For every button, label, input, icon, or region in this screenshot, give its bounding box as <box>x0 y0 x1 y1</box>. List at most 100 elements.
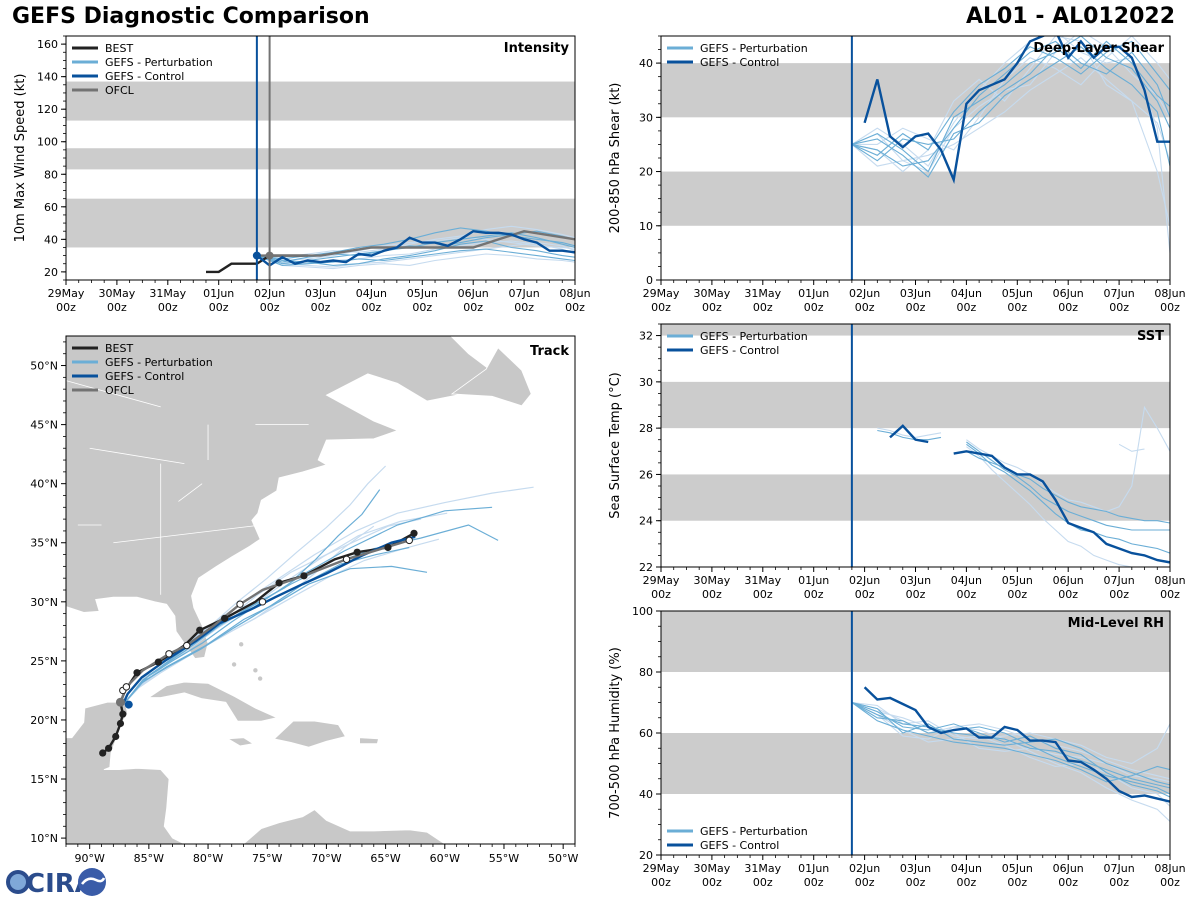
best-track-point <box>105 744 113 752</box>
y-tick-label: 24 <box>639 515 653 528</box>
x-tick-hour-label: 00z <box>1109 588 1129 601</box>
panel-title: Mid-Level RH <box>1068 616 1164 631</box>
x-tick-hour-label: 00z <box>753 588 773 601</box>
x-tick-day-label: 29May <box>643 287 680 300</box>
perturbation-member-line <box>966 446 1170 567</box>
legend-gefs-perturbation-label: GEFS - Perturbation <box>700 330 808 343</box>
land-island <box>231 662 237 667</box>
best-track-point <box>384 543 392 552</box>
x-tick-day-label: 08Jun <box>1154 574 1185 587</box>
y-tick-label: 20 <box>639 166 653 179</box>
best-track-point <box>353 548 361 556</box>
x-tick-hour-label: 00z <box>107 301 127 314</box>
x-tick-day-label: 06Jun <box>458 287 489 300</box>
storm-id-title: AL01 - AL012022 <box>966 4 1175 29</box>
x-tick-day-label: 05Jun <box>1002 862 1033 875</box>
ofcl-line <box>256 229 575 257</box>
x-tick-day-label: 07Jun <box>1104 862 1135 875</box>
land-cuba <box>147 681 278 722</box>
globe-inner-icon <box>10 874 26 890</box>
y-axis-label: 200-850 hPa Shear (kt) <box>608 83 623 234</box>
y-tick-label: 28 <box>639 422 653 435</box>
x-tick-hour-label: 00z <box>1160 588 1180 601</box>
x-tick-hour-label: 00z <box>855 301 875 314</box>
y-tick-label: 100 <box>632 605 653 618</box>
best-track-point <box>154 658 162 666</box>
lon-tick-label: 50°W <box>548 852 578 865</box>
x-tick-day-label: 30May <box>99 287 136 300</box>
lat-tick-label: 40°N <box>30 478 58 491</box>
best-track-point <box>275 579 283 587</box>
x-tick-day-label: 07Jun <box>1104 574 1135 587</box>
control-line <box>256 229 575 267</box>
ofcl-point <box>165 650 173 658</box>
land-newfoundland <box>450 347 532 407</box>
legend-gefs-perturbation-label: GEFS - Perturbation <box>105 356 213 369</box>
legend-gefs-control-label: GEFS - Control <box>700 839 779 852</box>
control-line <box>953 450 1170 564</box>
x-tick-hour-label: 00z <box>1058 588 1078 601</box>
x-tick-hour-label: 00z <box>702 301 722 314</box>
x-tick-hour-label: 00z <box>804 876 824 889</box>
perturbation-member-line <box>256 253 575 270</box>
panel-rh: 2040608010029May00z30May00z31May00z01Jun… <box>608 605 1186 889</box>
x-tick-day-label: 29May <box>48 287 85 300</box>
lat-tick-label: 15°N <box>30 773 58 786</box>
land-south-america <box>242 809 446 844</box>
y-tick-label: 26 <box>639 468 653 481</box>
y-tick-label: 140 <box>37 71 58 84</box>
y-tick-label: 10 <box>639 220 653 233</box>
lat-tick-label: 10°N <box>30 832 58 845</box>
lon-tick-label: 65°W <box>370 852 400 865</box>
legend-ofcl-label: OFCL <box>105 384 135 397</box>
perturbation-member-line <box>966 441 1170 531</box>
perturbation-member-line <box>851 36 1170 173</box>
control-line <box>889 424 929 444</box>
land-island <box>257 676 263 681</box>
land-island <box>238 642 244 647</box>
x-tick-day-label: 04Jun <box>951 862 982 875</box>
x-tick-hour-label: 00z <box>1058 301 1078 314</box>
perturbation-member-line <box>966 405 1170 513</box>
x-tick-day-label: 31May <box>149 287 186 300</box>
lon-tick-label: 70°W <box>311 852 341 865</box>
y-tick-label: 30 <box>639 111 653 124</box>
x-tick-day-label: 06Jun <box>1053 862 1084 875</box>
wave-icon <box>81 877 106 885</box>
perturbation-member-line <box>256 240 575 266</box>
perturbation-member-line <box>851 702 1170 783</box>
best-track-point <box>133 669 141 677</box>
x-tick-hour-label: 00z <box>1109 876 1129 889</box>
state-border <box>113 524 262 544</box>
state-border <box>66 380 161 408</box>
ofcl-point <box>342 555 351 563</box>
lat-tick-label: 35°N <box>30 537 58 550</box>
state-border <box>89 447 185 464</box>
x-tick-hour-label: 00z <box>702 588 722 601</box>
perturbation-member-line <box>877 429 942 441</box>
panel-title: SST <box>1137 329 1164 344</box>
perturbation-member-line <box>851 36 1170 253</box>
panel-track: 90°W 85°W 80°W 75°W 70°W 65°W 60°W 55°W 50°W 10°N… <box>30 335 578 865</box>
init-point <box>252 251 261 260</box>
best-track-point <box>112 732 120 741</box>
x-tick-hour-label: 00z <box>906 301 926 314</box>
x-tick-day-label: 01Jun <box>798 862 829 875</box>
x-tick-hour-label: 00z <box>753 876 773 889</box>
x-tick-day-label: 31May <box>744 287 781 300</box>
x-tick-day-label: 05Jun <box>1002 574 1033 587</box>
x-tick-day-label: 07Jun <box>1104 287 1135 300</box>
x-tick-day-label: 04Jun <box>356 287 387 300</box>
legend-gefs-perturbation-label: GEFS - Perturbation <box>700 42 808 55</box>
x-tick-hour-label: 00z <box>362 301 382 314</box>
best-track-point <box>119 710 127 718</box>
land-jamaica <box>226 737 255 747</box>
lon-tick-label: 90°W <box>74 852 104 865</box>
x-tick-hour-label: 00z <box>1160 301 1180 314</box>
perturbation-track <box>124 524 499 703</box>
x-tick-hour-label: 00z <box>158 301 178 314</box>
panel-title: Intensity <box>504 41 570 56</box>
y-tick-label: 100 <box>37 136 58 149</box>
panel-intensity: 2040608010012014016029May00z30May00z31Ma… <box>13 35 591 314</box>
